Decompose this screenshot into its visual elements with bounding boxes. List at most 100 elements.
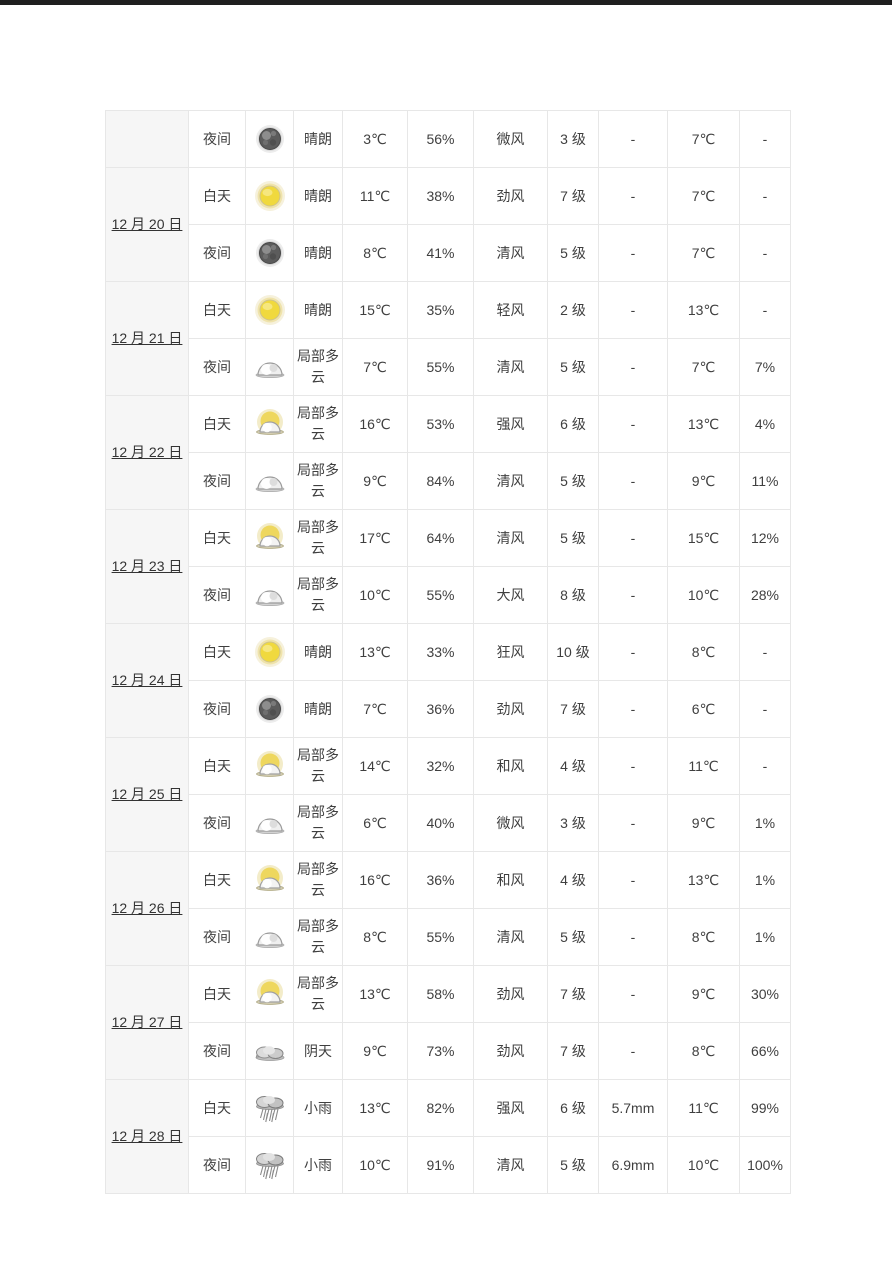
daypart-cell: 夜间 (188, 1136, 246, 1194)
date-link[interactable]: 12 月 25 日 (111, 786, 183, 802)
forecast-table-body: 夜间 晴朗 3℃ 56% 微风 3 级 -7℃ -12 月 20 日白天 晴朗 11℃ 38% 劲风 7… (105, 110, 791, 1194)
weather-icon-cell (245, 509, 294, 567)
daypart-cell: 白天 (188, 737, 246, 795)
wind_level-cell: 5 级 (547, 338, 599, 396)
daypart-cell: 白天 (188, 965, 246, 1023)
wind_level-cell: 4 级 (547, 851, 599, 909)
date-cell[interactable]: 12 月 27 日 (105, 965, 189, 1080)
temperature-cell: 7℃ (342, 338, 408, 396)
date-cell[interactable]: 12 月 20 日 (105, 167, 189, 282)
table-row: 12 月 25 日白天 局部多云 14℃ 32% 和风 4 级 -11℃ - (105, 737, 791, 852)
date-cell[interactable]: 12 月 26 日 (105, 851, 189, 966)
wind_level-cell: 5 级 (547, 908, 599, 966)
probability-cell: 66% (739, 1022, 791, 1080)
date-link[interactable]: 12 月 20 日 (111, 216, 183, 232)
date-cell[interactable]: 12 月 24 日 (105, 623, 189, 738)
temperature2-cell: 7℃ (667, 338, 740, 396)
date-cell[interactable]: 12 月 22 日 (105, 395, 189, 510)
precipitation-cell: - (598, 338, 668, 396)
probability-cell: 12% (739, 509, 791, 567)
condition-cell: 小雨 (293, 1136, 343, 1194)
precipitation-cell: - (598, 794, 668, 852)
date-cell[interactable]: 12 月 25 日 (105, 737, 189, 852)
precipitation-cell: - (598, 1022, 668, 1080)
condition-cell: 局部多云 (293, 452, 343, 510)
wind_name-cell: 清风 (473, 338, 548, 396)
daypart-cell: 白天 (188, 167, 246, 225)
date-cell[interactable]: 12 月 21 日 (105, 281, 189, 396)
temperature2-cell: 13℃ (667, 851, 740, 909)
wind_level-cell: 5 级 (547, 1136, 599, 1194)
wind_name-cell: 清风 (473, 509, 548, 567)
humidity-cell: 91% (407, 1136, 474, 1194)
humidity-cell: 64% (407, 509, 474, 567)
daypart-cell: 白天 (188, 281, 246, 339)
humidity-cell: 38% (407, 167, 474, 225)
partly-cloudy-day-icon (252, 520, 288, 556)
daypart-cell: 白天 (188, 1079, 246, 1137)
weather-icon-cell (245, 281, 294, 339)
weather-icon-cell (245, 338, 294, 396)
weather-icon-cell (245, 224, 294, 282)
wind_name-cell: 微风 (473, 110, 548, 168)
wind_name-cell: 清风 (473, 452, 548, 510)
wind_name-cell: 劲风 (473, 965, 548, 1023)
temperature2-cell: 8℃ (667, 1022, 740, 1080)
temperature-cell: 6℃ (342, 794, 408, 852)
table-row: 12 月 23 日白天 局部多云 17℃ 64% 清风 5 级 -15℃ 12% (105, 509, 791, 624)
temperature-cell: 10℃ (342, 566, 408, 624)
date-link[interactable]: 12 月 23 日 (111, 558, 183, 574)
wind_level-cell: 7 级 (547, 1022, 599, 1080)
date-link[interactable]: 12 月 24 日 (111, 672, 183, 688)
date-link[interactable]: 12 月 28 日 (111, 1128, 183, 1144)
temperature-cell: 15℃ (342, 281, 408, 339)
precipitation-cell: - (598, 395, 668, 453)
daypart-cell: 夜间 (188, 224, 246, 282)
wind_level-cell: 5 级 (547, 452, 599, 510)
date-link[interactable]: 12 月 26 日 (111, 900, 183, 916)
daypart-cell: 夜间 (188, 566, 246, 624)
date-cell[interactable]: 12 月 23 日 (105, 509, 189, 624)
humidity-cell: 36% (407, 680, 474, 738)
daypart-cell: 夜间 (188, 908, 246, 966)
forecast-table: 夜间 晴朗 3℃ 56% 微风 3 级 -7℃ -12 月 20 日白天 晴朗 11℃ 38% 劲风 7… (105, 110, 791, 1194)
weather-icon-cell (245, 623, 294, 681)
condition-cell: 局部多云 (293, 338, 343, 396)
wind_level-cell: 5 级 (547, 509, 599, 567)
rain-icon (252, 1147, 288, 1183)
partly-cloudy-day-icon (252, 862, 288, 898)
table-row: 夜间 晴朗 3℃ 56% 微风 3 级 -7℃ - (105, 110, 791, 168)
wind_level-cell: 2 级 (547, 281, 599, 339)
partly-cloudy-day-icon (252, 976, 288, 1012)
probability-cell: 100% (739, 1136, 791, 1194)
humidity-cell: 84% (407, 452, 474, 510)
precipitation-cell: - (598, 737, 668, 795)
wind_name-cell: 和风 (473, 851, 548, 909)
weather-icon-cell (245, 680, 294, 738)
weather-icon-cell (245, 395, 294, 453)
weather-icon-cell (245, 965, 294, 1023)
date-link[interactable]: 12 月 21 日 (111, 330, 183, 346)
probability-cell: 11% (739, 452, 791, 510)
date-link[interactable]: 12 月 22 日 (111, 444, 183, 460)
condition-cell: 晴朗 (293, 167, 343, 225)
temperature2-cell: 9℃ (667, 965, 740, 1023)
temperature-cell: 13℃ (342, 1079, 408, 1137)
temperature-cell: 7℃ (342, 680, 408, 738)
date-link[interactable]: 12 月 27 日 (111, 1014, 183, 1030)
table-row: 夜间 阴天 9℃ 73% 劲风 7 级 -8℃ 66% (106, 1022, 791, 1080)
precipitation-cell: - (598, 509, 668, 567)
temperature2-cell: 10℃ (667, 566, 740, 624)
wind_name-cell: 强风 (473, 1079, 548, 1137)
date-cell (105, 110, 189, 168)
weather-icon-cell (245, 851, 294, 909)
daypart-cell: 夜间 (188, 452, 246, 510)
date-cell[interactable]: 12 月 28 日 (105, 1079, 189, 1194)
wind_level-cell: 3 级 (547, 110, 599, 168)
temperature-cell: 9℃ (342, 452, 408, 510)
table-row: 夜间 局部多云 6℃ 40% 微风 3 级 -9℃ 1% (106, 794, 791, 852)
precipitation-cell: - (598, 224, 668, 282)
condition-cell: 局部多云 (293, 395, 343, 453)
partly-cloudy-night-icon (252, 463, 288, 499)
